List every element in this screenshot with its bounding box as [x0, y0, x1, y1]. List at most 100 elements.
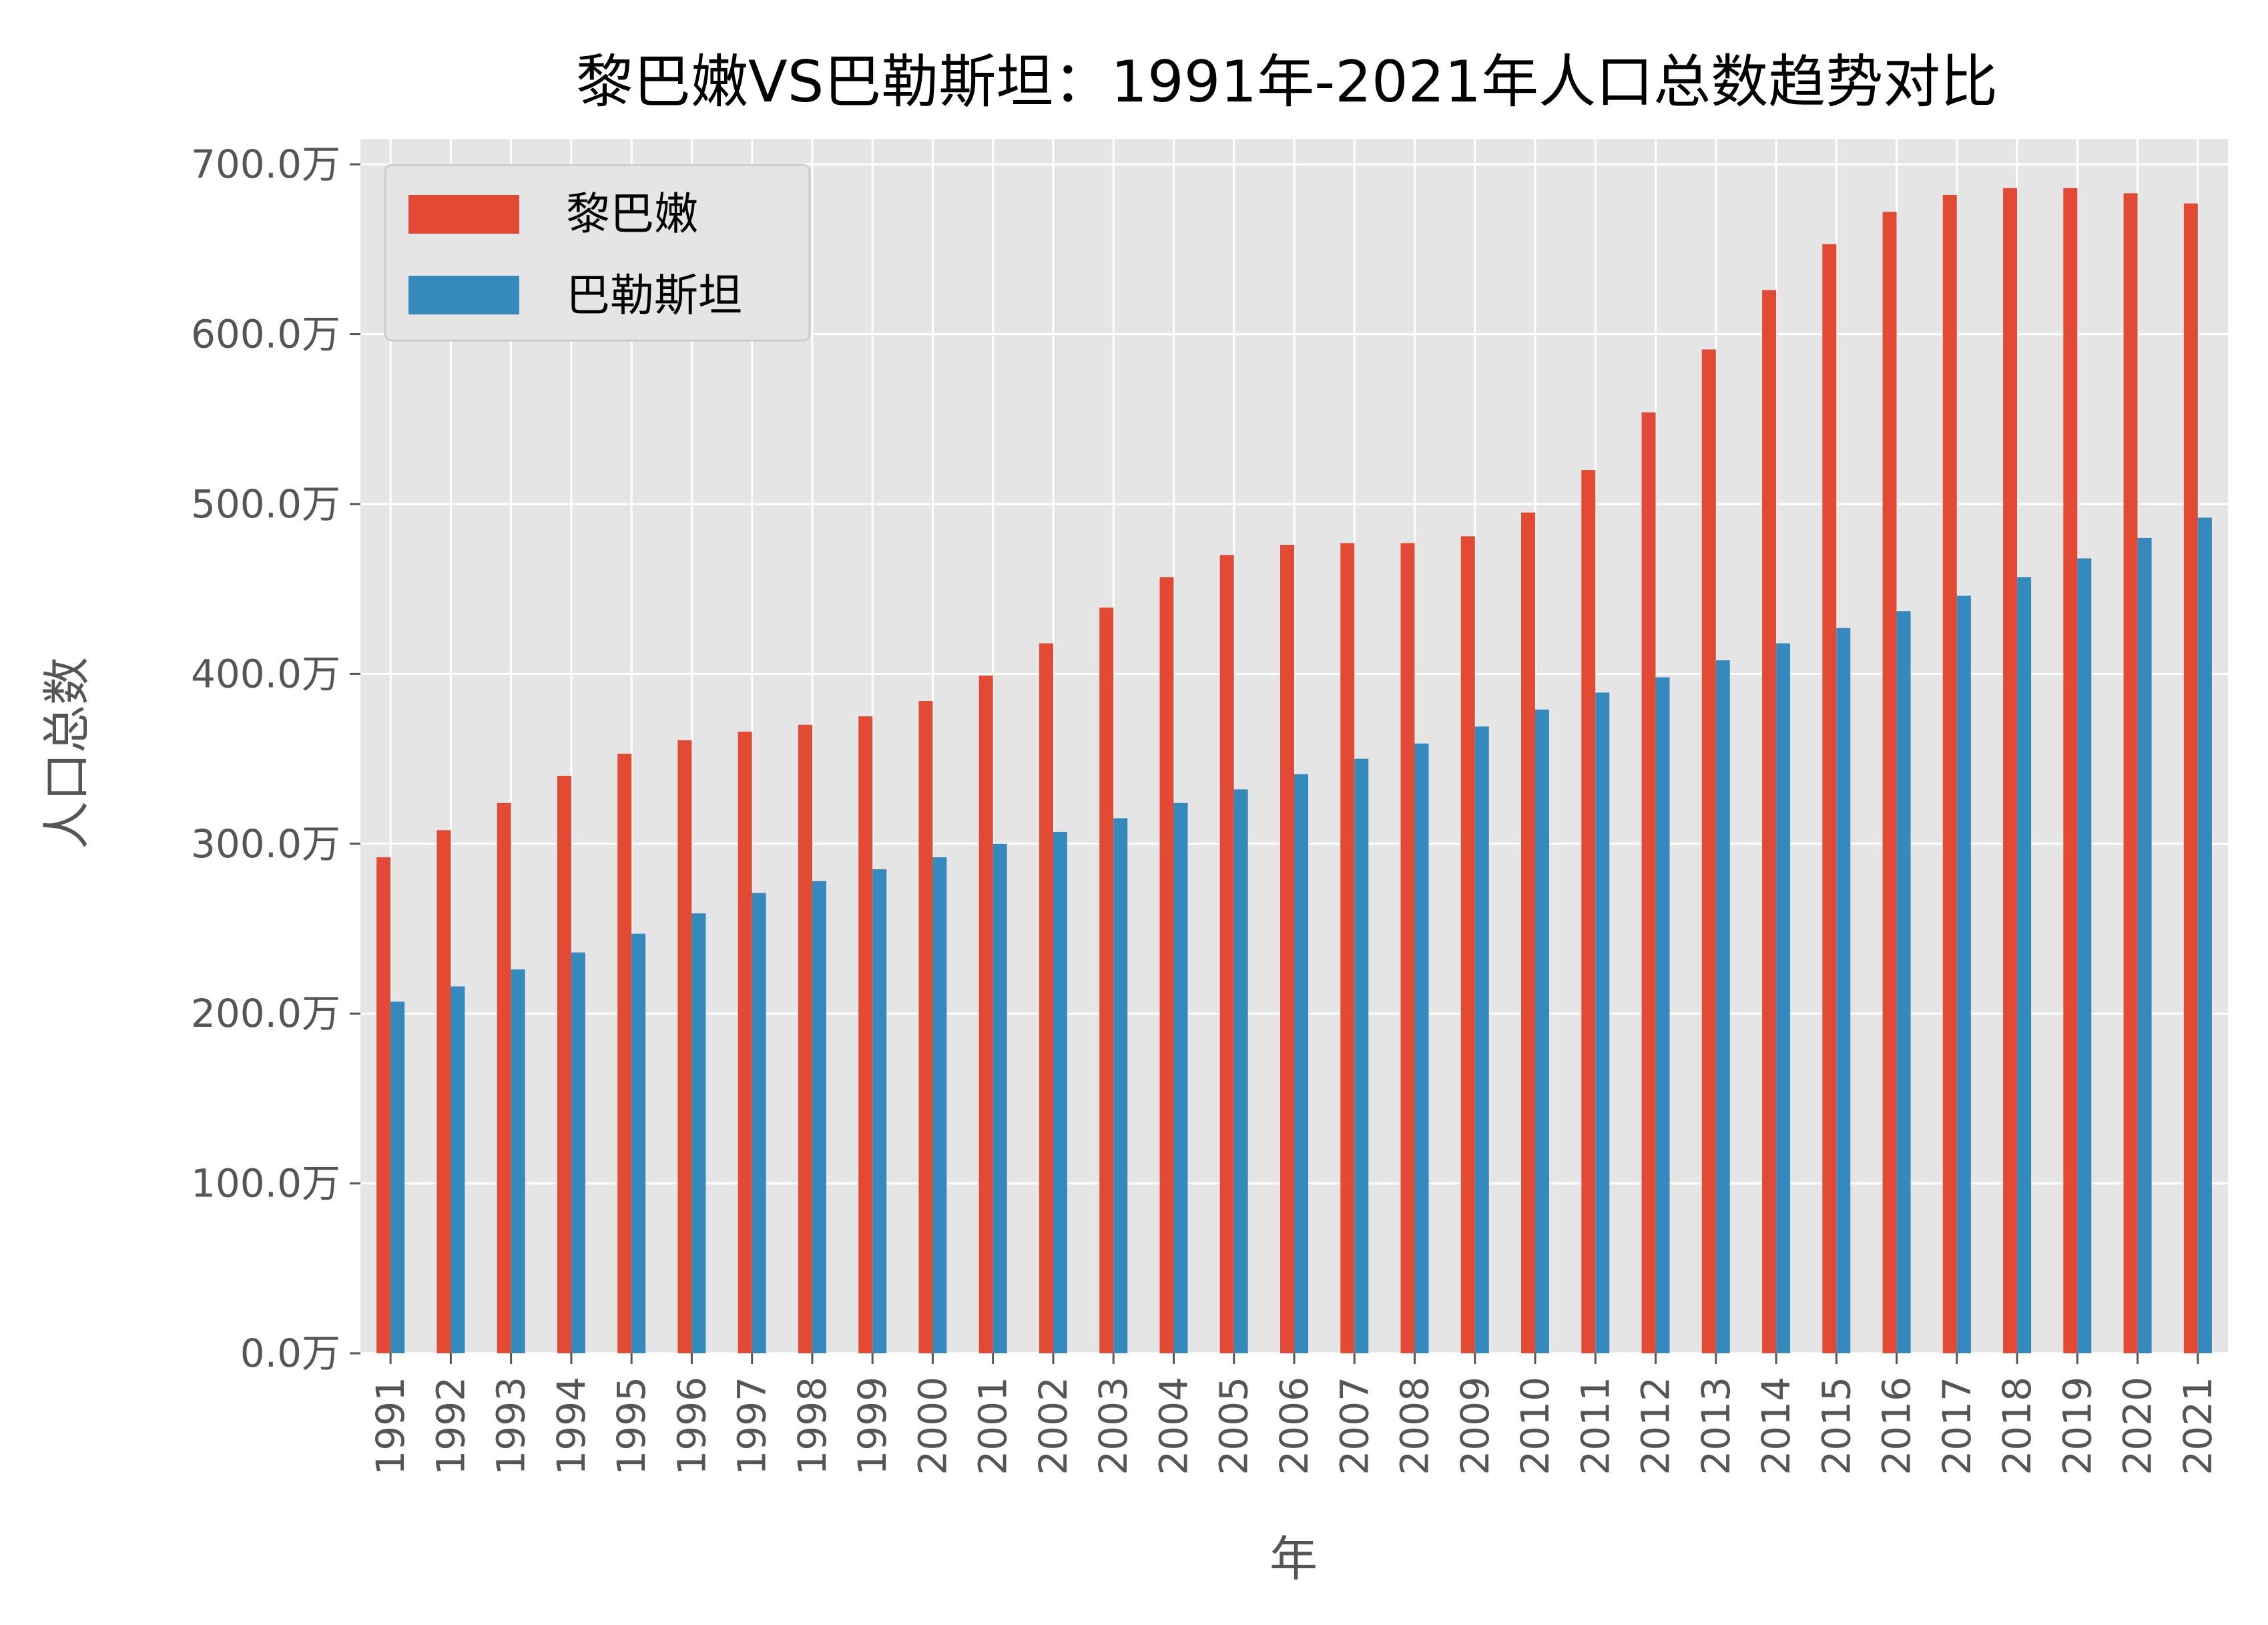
- y-tick-label: 500.0万: [191, 481, 340, 527]
- x-tick-label: 2017: [1934, 1377, 1980, 1475]
- bar-lebanon-2010: [1521, 512, 1536, 1353]
- y-tick-label: 600.0万: [191, 312, 340, 357]
- bar-lebanon-2021: [2183, 203, 2198, 1354]
- bar-palestine-2004: [1173, 802, 1188, 1353]
- bar-palestine-2015: [1836, 628, 1851, 1353]
- x-tick-label: 2014: [1753, 1377, 1799, 1475]
- x-axis-label: 年: [1269, 1531, 1318, 1587]
- x-tick-label: 2021: [2175, 1377, 2221, 1475]
- x-tick-label: 2013: [1693, 1377, 1739, 1475]
- x-tick-label: 2019: [2054, 1377, 2100, 1475]
- y-axis: 0.0万 100.0万 200.0万 300.0万 400.0万 500.0万 600.0万…: [191, 142, 360, 1376]
- bar-lebanon-1992: [437, 830, 451, 1353]
- bar-lebanon-2014: [1762, 290, 1777, 1353]
- bar-lebanon-2012: [1641, 412, 1656, 1353]
- bar-lebanon-2003: [1099, 608, 1114, 1353]
- x-tick-label: 2007: [1332, 1377, 1377, 1475]
- x-tick-label: 2004: [1151, 1377, 1196, 1475]
- bar-lebanon-2009: [1460, 536, 1475, 1353]
- bar-lebanon-2007: [1340, 543, 1355, 1353]
- bar-palestine-2007: [1354, 758, 1369, 1353]
- x-tick-label: 1999: [850, 1377, 895, 1475]
- bar-lebanon-2005: [1219, 555, 1234, 1353]
- y-tick-label: 400.0万: [191, 651, 340, 696]
- bar-palestine-1994: [571, 952, 585, 1353]
- x-tick-label: 2000: [910, 1377, 955, 1475]
- bar-palestine-2010: [1535, 709, 1550, 1353]
- legend-label-lebanon: 黎巴嫩: [566, 188, 698, 240]
- x-tick-label: 2005: [1211, 1377, 1257, 1475]
- bar-palestine-2019: [2077, 558, 2092, 1353]
- bar-palestine-2017: [1956, 596, 1971, 1353]
- y-tick-label: 0.0万: [240, 1331, 340, 1376]
- bar-lebanon-2019: [2063, 188, 2078, 1354]
- x-axis: 1991 1992 1993 1994 1995 1996 1997 1998 1999 2000…: [368, 1353, 2221, 1475]
- bar-palestine-1999: [872, 869, 887, 1353]
- bar-palestine-2001: [993, 843, 1007, 1353]
- x-tick-label: 2010: [1512, 1377, 1558, 1475]
- x-tick-label: 1996: [669, 1377, 714, 1475]
- bar-palestine-2020: [2137, 537, 2152, 1353]
- bar-lebanon-2004: [1159, 577, 1174, 1353]
- x-tick-label: 1992: [428, 1377, 473, 1475]
- bar-lebanon-2006: [1280, 545, 1294, 1354]
- bar-palestine-1993: [511, 969, 525, 1353]
- bar-lebanon-2002: [1039, 643, 1053, 1353]
- x-tick-label: 2020: [2115, 1377, 2161, 1475]
- x-tick-label: 2011: [1573, 1377, 1618, 1475]
- legend-swatch-lebanon: [408, 195, 519, 234]
- x-tick-label: 1993: [489, 1377, 534, 1475]
- bar-palestine-2002: [1053, 831, 1067, 1353]
- bar-palestine-2000: [932, 857, 947, 1353]
- y-tick-label: 200.0万: [191, 991, 340, 1036]
- x-tick-label: 2016: [1874, 1377, 1920, 1475]
- bar-palestine-2005: [1233, 789, 1248, 1353]
- bar-palestine-2009: [1474, 726, 1489, 1353]
- bar-palestine-2021: [2197, 517, 2212, 1353]
- bar-palestine-2016: [1896, 611, 1911, 1353]
- bar-palestine-2018: [2017, 577, 2032, 1353]
- x-tick-label: 2018: [1994, 1377, 2040, 1475]
- bar-palestine-1995: [631, 933, 646, 1353]
- x-tick-label: 2009: [1452, 1377, 1498, 1475]
- bar-lebanon-1998: [798, 724, 812, 1353]
- bar-lebanon-1999: [858, 716, 873, 1353]
- bar-palestine-1996: [691, 913, 706, 1353]
- x-tick-label: 2012: [1633, 1377, 1679, 1475]
- bar-lebanon-2015: [1822, 244, 1837, 1354]
- x-tick-label: 1995: [609, 1377, 654, 1475]
- bar-lebanon-2018: [2003, 188, 2018, 1354]
- bar-palestine-2012: [1655, 677, 1670, 1353]
- legend-swatch-palestine: [408, 276, 519, 314]
- bar-palestine-2011: [1595, 692, 1610, 1353]
- y-tick-label: 300.0万: [191, 821, 340, 867]
- bar-lebanon-1993: [497, 802, 511, 1353]
- bar-lebanon-2008: [1400, 543, 1415, 1353]
- x-tick-label: 1994: [549, 1377, 594, 1475]
- x-tick-label: 2002: [1031, 1377, 1076, 1475]
- bar-lebanon-2017: [1942, 194, 1957, 1353]
- bar-palestine-2006: [1294, 774, 1308, 1353]
- bar-lebanon-2001: [978, 675, 993, 1353]
- bar-lebanon-2016: [1882, 212, 1897, 1353]
- bar-lebanon-2013: [1701, 349, 1716, 1354]
- bar-palestine-1992: [451, 986, 465, 1353]
- y-tick-label: 100.0万: [191, 1161, 340, 1206]
- bar-lebanon-2000: [918, 701, 933, 1353]
- legend-label-palestine: 巴勒斯坦: [566, 270, 742, 321]
- x-tick-label: 2003: [1091, 1377, 1136, 1475]
- bar-lebanon-1991: [376, 857, 391, 1353]
- y-axis-label: 人口总数: [39, 657, 95, 849]
- bar-lebanon-1997: [738, 731, 752, 1353]
- bar-lebanon-1994: [557, 776, 571, 1353]
- x-tick-label: 2015: [1813, 1377, 1859, 1475]
- bar-palestine-1997: [752, 893, 766, 1353]
- x-tick-label: 2006: [1271, 1377, 1317, 1475]
- x-tick-label: 1997: [730, 1377, 775, 1475]
- bar-palestine-2014: [1776, 643, 1791, 1353]
- chart-title: 黎巴嫩VS巴勒斯坦：1991年-2021年人口总数趋势对比: [576, 49, 1998, 115]
- x-tick-label: 2008: [1392, 1377, 1438, 1475]
- bar-lebanon-2020: [2123, 193, 2138, 1353]
